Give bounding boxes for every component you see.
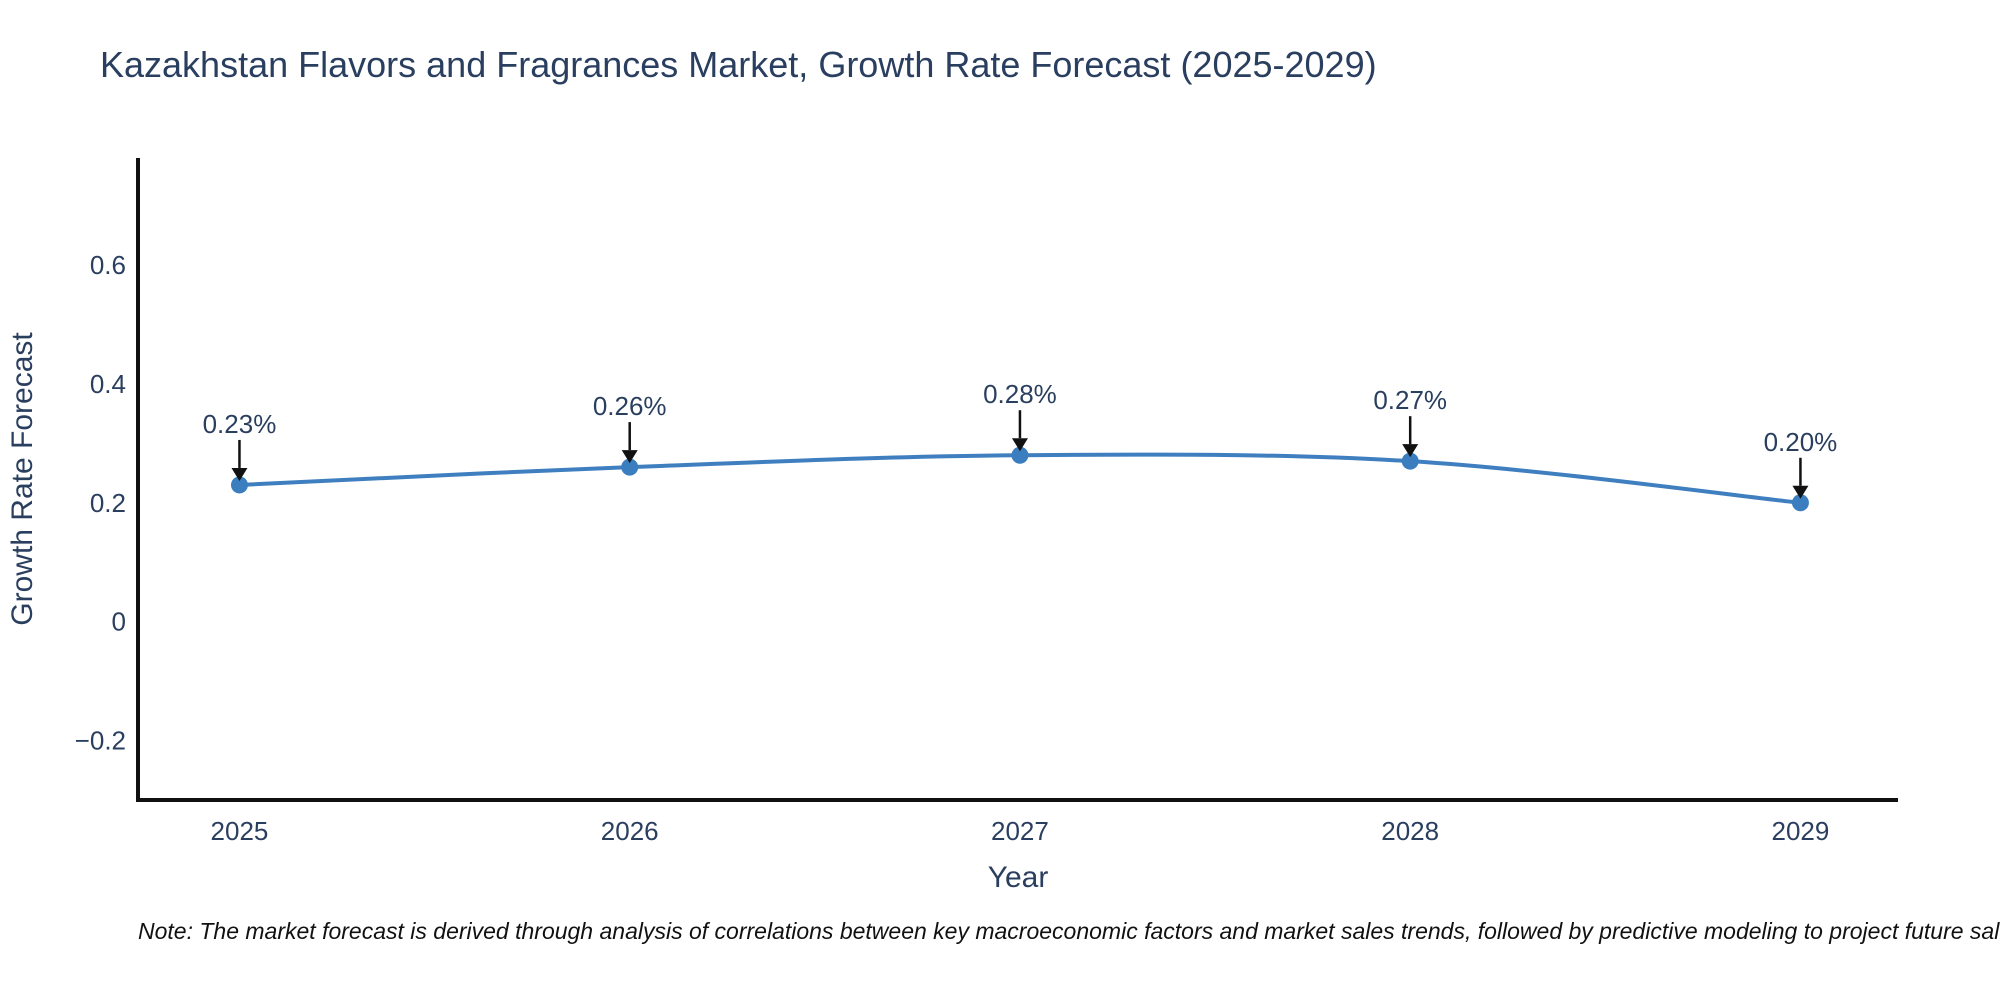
data-point-marker [230,476,248,494]
annotation-label: 0.27% [1373,385,1447,415]
annotation-arrowhead-icon [1402,444,1419,458]
annotation-arrowhead-icon [231,467,248,481]
annotation-label: 0.20% [1764,427,1838,457]
x-tick-label: 2027 [991,816,1049,846]
y-axis-title: Growth Rate Forecast [6,332,39,626]
footnote: Note: The market forecast is derived thr… [138,918,2000,944]
y-tick-label: 0.6 [90,250,126,280]
annotation-label: 0.28% [983,379,1057,409]
annotation-arrowhead-icon [1011,438,1028,452]
x-tick-label: 2028 [1381,816,1439,846]
y-tick-label: 0.4 [90,369,126,399]
y-tick-label: 0 [112,607,126,637]
x-tick-label: 2026 [601,816,659,846]
annotation-label: 0.23% [203,409,277,439]
chart-title: Kazakhstan Flavors and Fragrances Market… [100,44,1377,85]
annotation-label: 0.26% [593,391,667,421]
data-point-marker [1401,452,1419,470]
y-tick-label: −0.2 [75,726,126,756]
x-tick-label: 2025 [211,816,269,846]
annotation-arrowhead-icon [1792,485,1809,499]
data-point-marker [1791,494,1809,512]
annotation-arrowhead-icon [621,450,638,464]
data-point-marker [1011,446,1029,464]
x-axis-title: Year [988,861,1049,894]
data-point-marker [621,458,639,476]
x-tick-label: 2029 [1772,816,1830,846]
y-tick-label: 0.2 [90,488,126,518]
